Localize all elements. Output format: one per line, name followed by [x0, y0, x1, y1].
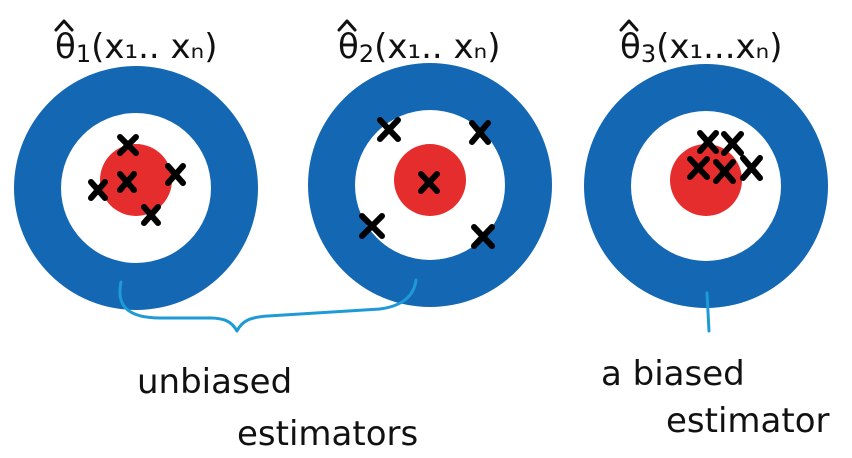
cross-mark-icon	[469, 120, 491, 145]
estimator-symbol: θ	[620, 27, 641, 67]
biased-pointer-line	[705, 291, 711, 333]
estimator-args: (x₁.. xₙ)	[374, 27, 500, 67]
cross-mark-icon	[740, 155, 763, 181]
svg-text:θ1(x₁.. xₙ): θ1(x₁.. xₙ)	[55, 27, 217, 68]
svg-text:θ3(x₁...xₙ): θ3(x₁...xₙ)	[620, 27, 782, 68]
cross-mark-icon	[141, 204, 161, 226]
estimator-symbol: θ	[338, 27, 359, 67]
estimator-subscript: 3	[641, 40, 656, 68]
cross-mark-icon	[713, 159, 736, 184]
target-3	[584, 64, 828, 308]
cross-mark-icon	[359, 213, 385, 239]
cross-mark-icon	[721, 131, 744, 156]
svg-text:θ2(x₁.. xₙ): θ2(x₁.. xₙ)	[338, 27, 500, 68]
unbiased-brace	[118, 278, 418, 333]
biased-caption-line1: a biased	[601, 354, 745, 394]
estimator-title-1: θ1(x₁.. xₙ)	[54, 19, 217, 68]
estimate-crosses	[88, 134, 186, 226]
target-bullseye	[670, 144, 742, 216]
cross-mark-icon	[471, 224, 495, 249]
unbiased-caption-line1: unbiased	[137, 362, 292, 402]
cross-mark-icon	[117, 134, 139, 156]
cross-mark-icon	[165, 163, 186, 186]
cross-mark-icon	[88, 179, 108, 201]
estimator-subscript: 1	[76, 40, 91, 68]
cross-mark-icon	[697, 130, 719, 154]
estimator-args: (x₁...xₙ)	[656, 27, 782, 67]
estimate-crosses	[359, 117, 495, 249]
cross-mark-icon	[377, 117, 401, 142]
estimate-crosses	[687, 130, 763, 184]
biased-caption-line2: estimator	[666, 401, 829, 441]
unbiased-caption-line2: estimators	[237, 414, 418, 454]
hat-icon	[619, 19, 639, 32]
target-1	[14, 66, 258, 310]
cross-mark-icon	[117, 171, 137, 193]
hat-icon	[54, 19, 74, 32]
cross-mark-icon	[418, 171, 440, 194]
target-2	[308, 63, 552, 307]
estimator-args: (x₁.. xₙ)	[91, 27, 217, 67]
cross-mark-icon	[687, 156, 710, 180]
estimator-title-2: θ2(x₁.. xₙ)	[337, 19, 500, 68]
estimator-symbol: θ	[55, 27, 76, 67]
estimator-title-3: θ3(x₁...xₙ)	[619, 19, 782, 68]
estimator-subscript: 2	[359, 40, 374, 68]
target-bullseye	[100, 144, 172, 216]
hat-icon	[337, 19, 357, 32]
